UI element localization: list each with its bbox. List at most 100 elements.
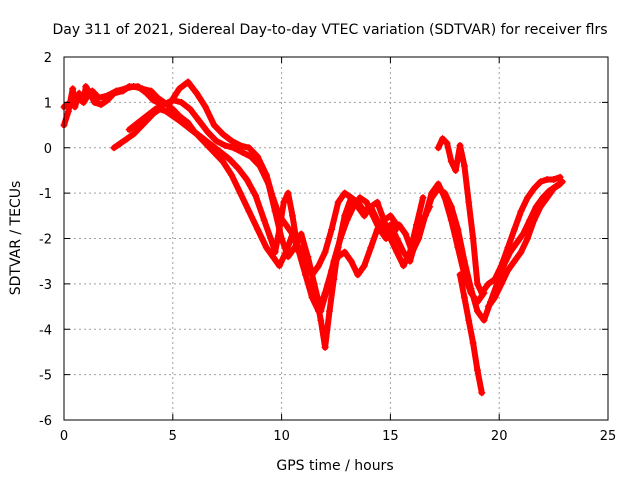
data-point [265, 180, 273, 188]
data-point [291, 244, 299, 252]
y-tick-label: -1 [39, 187, 52, 202]
data-point [284, 253, 292, 261]
data-point [343, 216, 351, 224]
data-point [175, 117, 183, 125]
data-point [302, 257, 310, 265]
data-point [117, 139, 125, 147]
x-tick-label: 25 [600, 429, 617, 444]
data-point [271, 248, 279, 256]
data-point [293, 239, 301, 247]
data-point [219, 157, 227, 165]
data-point [510, 225, 518, 233]
data-point [308, 293, 316, 301]
data-point [225, 155, 233, 163]
data-point [550, 185, 558, 193]
data-point [247, 153, 255, 161]
data-point [362, 198, 370, 206]
data-point [269, 194, 277, 202]
data-point [193, 89, 201, 97]
data-point [480, 316, 488, 324]
data-point [308, 271, 316, 279]
data-point [419, 194, 427, 202]
data-point [138, 85, 146, 93]
data-point [341, 212, 349, 220]
series-layer [60, 78, 566, 397]
data-point [64, 107, 72, 115]
data-point [123, 135, 131, 143]
y-tick-label: -5 [39, 369, 52, 384]
data-point [282, 221, 290, 229]
data-point [210, 121, 218, 129]
data-point [334, 244, 342, 252]
data-point [136, 123, 144, 131]
data-point [386, 212, 394, 220]
data-point [334, 198, 342, 206]
x-tick-label: 20 [491, 429, 508, 444]
data-point [110, 144, 118, 152]
y-tick-label: 0 [44, 142, 52, 157]
data-point [275, 212, 283, 220]
data-point [230, 144, 238, 152]
data-point [169, 105, 177, 113]
data-point [347, 194, 355, 202]
chart-title: Day 311 of 2021, Sidereal Day-to-day VTE… [52, 22, 607, 38]
data-point [517, 207, 525, 215]
data-point [478, 289, 486, 297]
data-point [160, 101, 168, 109]
data-point [543, 194, 551, 202]
data-point [69, 85, 77, 93]
data-point [310, 280, 318, 288]
data-point [302, 271, 310, 279]
data-point [199, 135, 207, 143]
data-point [543, 176, 551, 184]
data-point [295, 248, 303, 256]
x-tick-label: 0 [60, 429, 68, 444]
data-point [367, 203, 375, 211]
data-point [336, 235, 344, 242]
data-point [221, 141, 229, 149]
data-point [393, 235, 401, 242]
data-point [154, 94, 162, 102]
data-point [299, 262, 307, 270]
data-point [556, 180, 564, 188]
data-point [254, 153, 262, 161]
data-point [406, 257, 414, 265]
data-point [347, 257, 355, 265]
data-point [382, 235, 390, 242]
data-point [341, 189, 349, 197]
data-point [537, 178, 545, 186]
data-point [80, 98, 88, 106]
y-tick-label: -6 [39, 414, 52, 429]
y-tick-label: 2 [44, 51, 52, 66]
x-tick-label: 10 [273, 429, 290, 444]
data-point [517, 248, 525, 256]
data-point [208, 141, 216, 149]
data-point [545, 187, 553, 195]
series-band-arc-h [485, 181, 564, 310]
data-point [267, 235, 275, 242]
data-point [380, 230, 388, 238]
data-point [186, 105, 194, 113]
data-point [219, 130, 227, 138]
data-point [275, 225, 283, 233]
data-point [399, 248, 407, 256]
data-point [393, 248, 401, 256]
data-point [360, 262, 368, 270]
data-point [356, 194, 364, 202]
data-point [71, 103, 79, 111]
data-point [460, 293, 468, 301]
data-point [278, 235, 286, 242]
data-point [82, 82, 90, 90]
data-point [439, 135, 447, 143]
data-point [556, 173, 564, 181]
data-point [456, 271, 464, 279]
data-point [399, 262, 407, 270]
data-point [330, 275, 338, 283]
data-point [321, 248, 329, 256]
data-point [228, 171, 236, 179]
data-point [426, 203, 434, 211]
data-point [195, 117, 203, 125]
data-point [434, 185, 442, 193]
data-point [473, 298, 481, 306]
